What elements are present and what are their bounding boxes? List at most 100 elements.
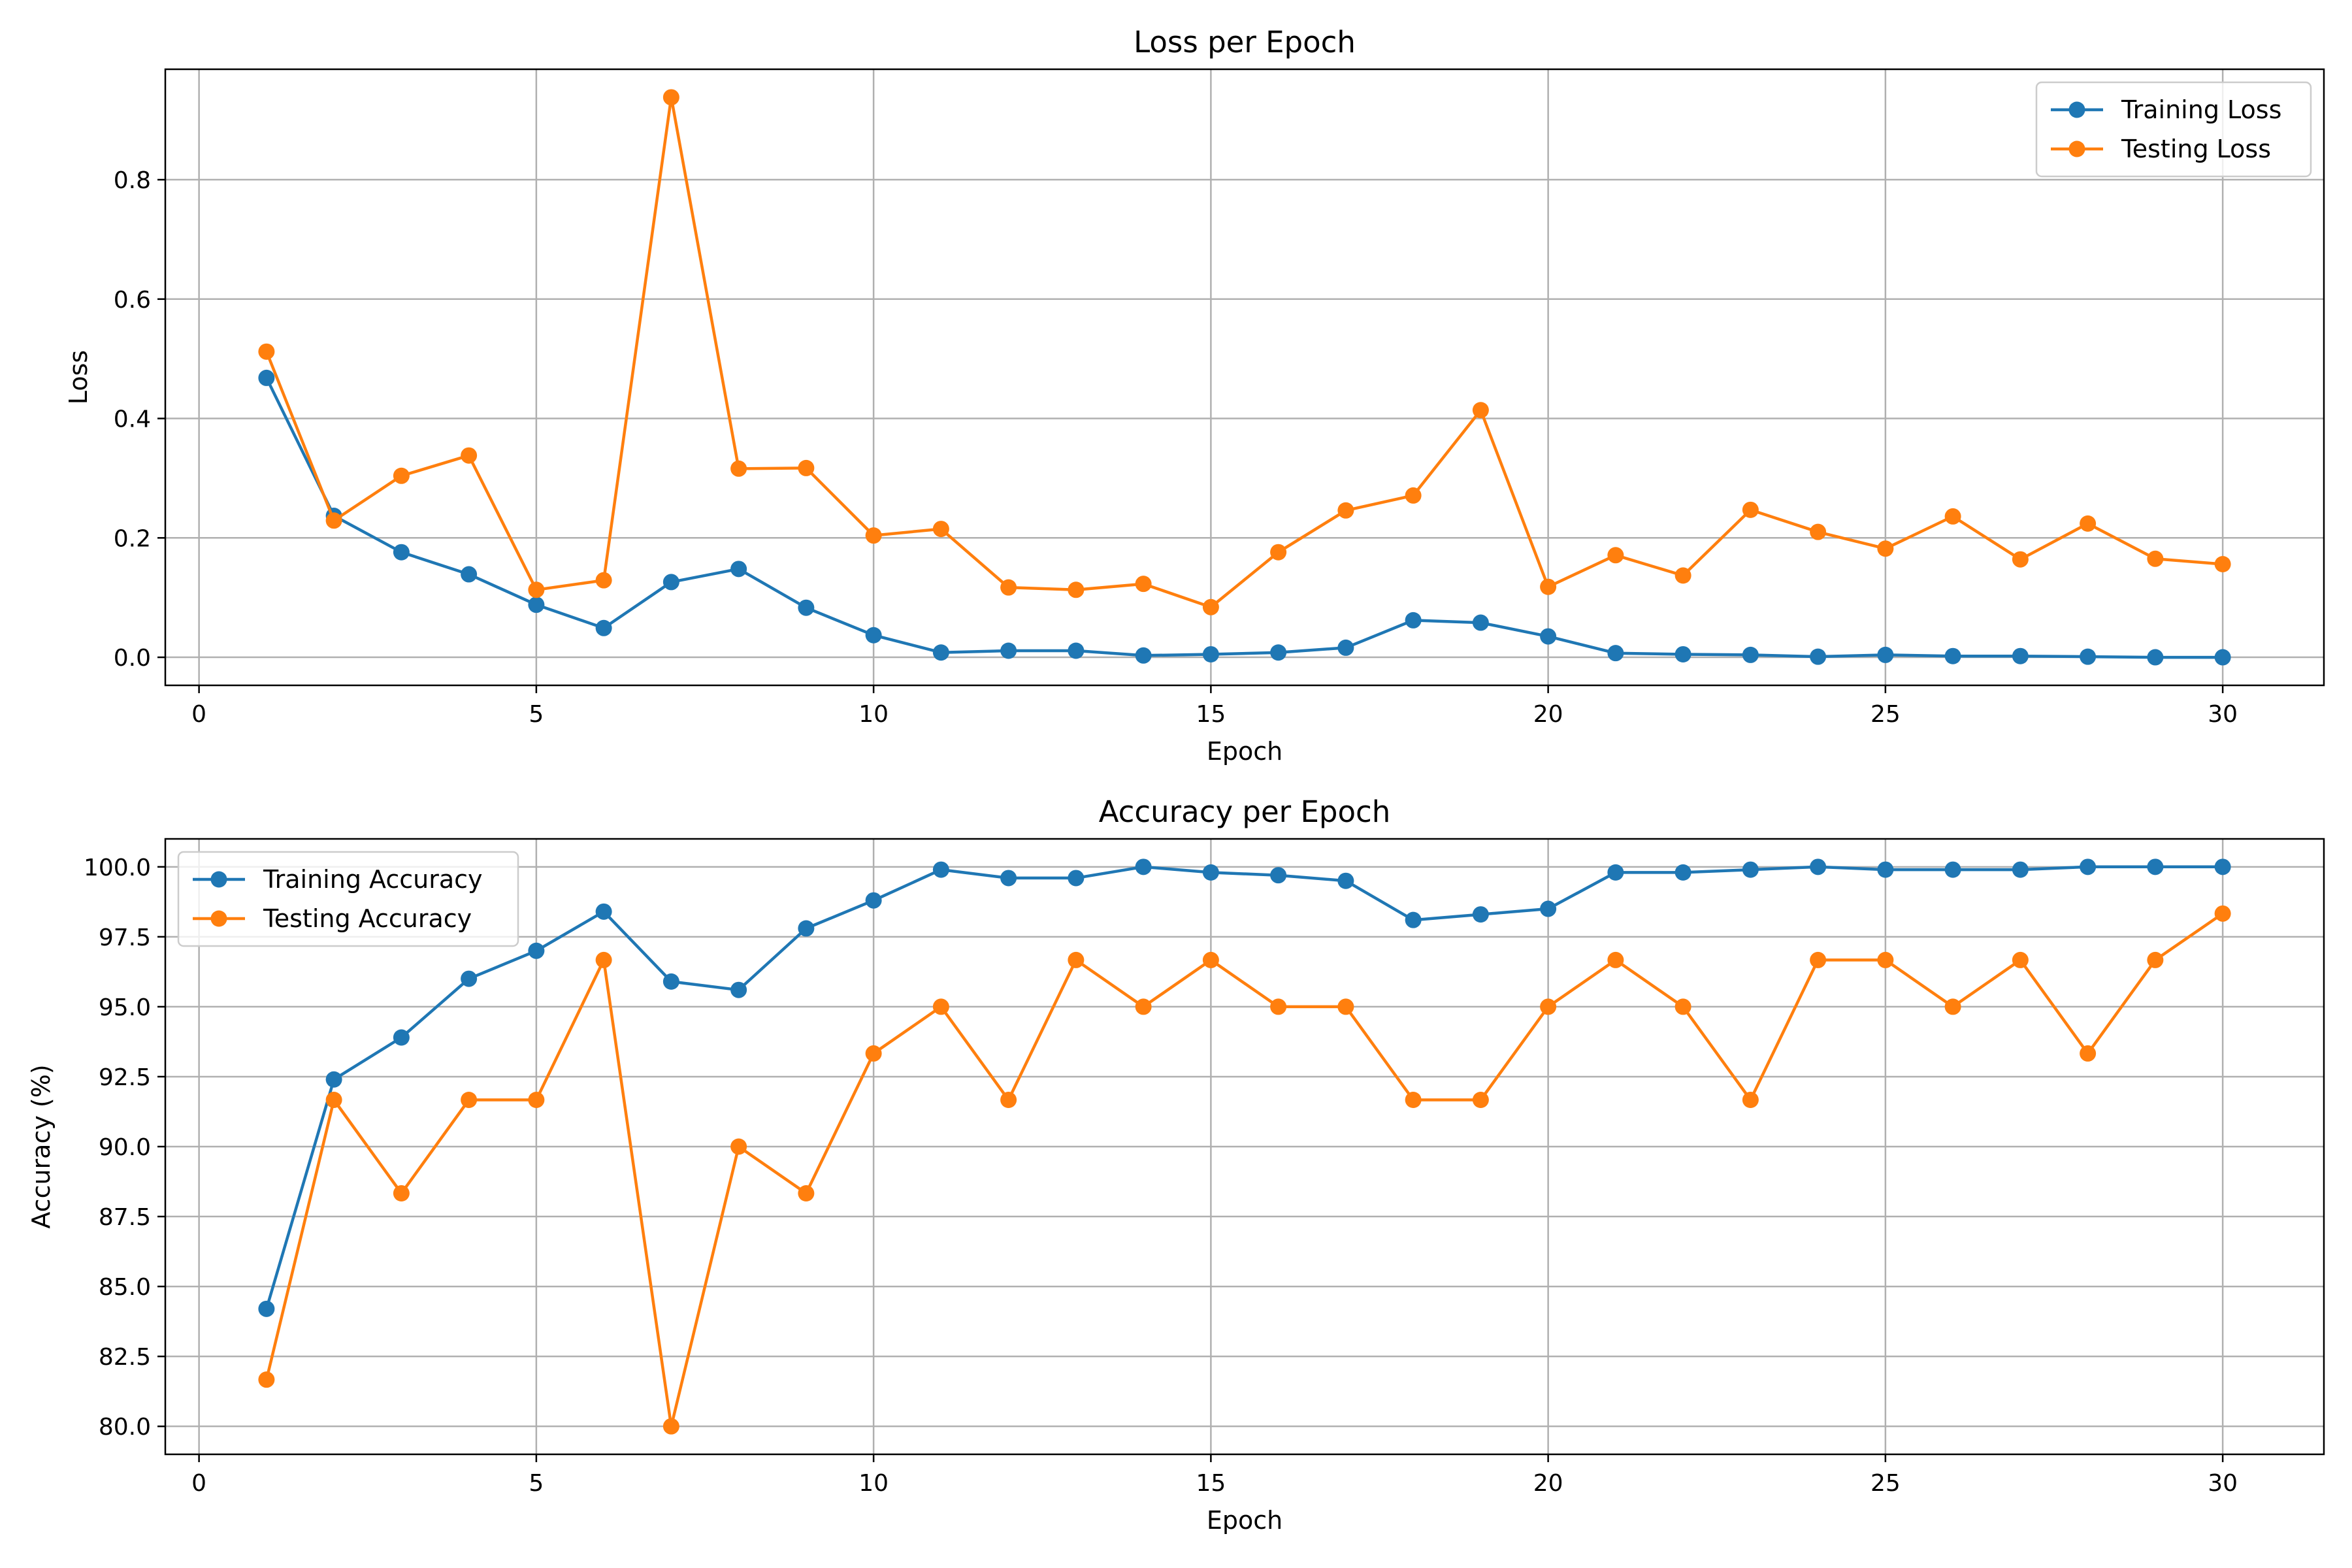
data-point xyxy=(461,970,478,987)
chart-1: 0 5 10 15 20 25 30 0.0 0.2 0.4 0.6 0.8 Loss per Epoc… xyxy=(64,25,2325,766)
series-line xyxy=(265,377,2223,659)
data-point xyxy=(1944,998,1961,1015)
data-point xyxy=(325,1091,342,1108)
legend-label: Training Accuracy xyxy=(263,865,483,894)
legend-box xyxy=(177,851,519,947)
data-point xyxy=(1944,647,1961,664)
x-axis-label: Epoch xyxy=(1207,737,1282,766)
chart-2: 0 5 10 15 20 25 30 80.0 82.5 85.0 87.5 90.0 92.5 95.0… xyxy=(27,794,2325,1535)
plot-frame xyxy=(164,68,2325,687)
data-point xyxy=(258,1371,275,1388)
data-point xyxy=(730,561,747,578)
data-point xyxy=(2214,905,2231,922)
data-point xyxy=(1068,581,1085,598)
data-point xyxy=(1877,646,1894,663)
x-tick-label: 20 xyxy=(1533,1470,1563,1497)
data-point xyxy=(1068,642,1085,659)
data-point xyxy=(798,920,815,937)
data-point xyxy=(1742,501,1759,518)
data-point xyxy=(1742,861,1759,878)
data-point xyxy=(1202,951,1219,968)
legend-item: Training Accuracy xyxy=(193,865,483,894)
y-tick-label: 80.0 xyxy=(99,1414,151,1441)
x-tick-label: 10 xyxy=(858,1470,889,1497)
series-training-loss xyxy=(258,369,2231,666)
chart-title: Accuracy per Epoch xyxy=(1099,794,1391,829)
x-tick-label: 15 xyxy=(1196,1470,1226,1497)
data-point xyxy=(865,1045,882,1062)
data-point xyxy=(595,903,612,920)
data-point xyxy=(1202,645,1219,662)
data-point xyxy=(2012,861,2029,878)
data-point xyxy=(2214,858,2231,875)
data-point xyxy=(1742,646,1759,663)
legend-box xyxy=(2035,81,2312,178)
legend: Training Accuracy Testing Accuracy xyxy=(177,851,519,947)
data-point xyxy=(1607,645,1624,662)
data-point xyxy=(1944,861,1961,878)
data-point xyxy=(1202,598,1219,615)
legend-label: Testing Accuracy xyxy=(263,904,472,933)
data-point xyxy=(2080,858,2097,875)
data-point xyxy=(1540,900,1557,917)
data-point xyxy=(1135,647,1152,664)
data-point xyxy=(662,1418,679,1435)
data-point xyxy=(1607,864,1624,881)
x-tick-label: 5 xyxy=(529,701,544,728)
legend-item: Testing Accuracy xyxy=(193,904,472,933)
x-tick-label: 5 xyxy=(529,1470,544,1497)
data-point xyxy=(1337,502,1354,519)
data-point xyxy=(932,644,949,661)
x-tick-label: 30 xyxy=(2208,701,2238,728)
data-point xyxy=(730,460,747,477)
y-tick-label: 97.5 xyxy=(99,924,151,951)
data-point xyxy=(1135,858,1152,875)
data-point xyxy=(2147,649,2164,666)
data-point xyxy=(2080,648,2097,665)
data-point xyxy=(1472,1091,1489,1108)
data-point xyxy=(798,459,815,476)
data-point xyxy=(461,447,478,464)
data-point xyxy=(1810,858,1827,875)
x-tick-label: 25 xyxy=(1870,701,1901,728)
data-point xyxy=(730,1138,747,1155)
data-point xyxy=(662,973,679,990)
data-point xyxy=(1472,906,1489,923)
x-tick-label: 10 xyxy=(858,701,889,728)
legend-label: Testing Loss xyxy=(2121,135,2271,163)
grid xyxy=(165,69,2324,685)
data-point xyxy=(393,544,410,561)
x-tick-label: 0 xyxy=(191,701,206,728)
data-point xyxy=(932,521,949,538)
data-point xyxy=(1607,951,1624,968)
data-point xyxy=(2012,951,2029,968)
data-point xyxy=(662,89,679,106)
series-testing-accuracy xyxy=(258,905,2231,1435)
data-point xyxy=(1068,951,1085,968)
data-point xyxy=(2147,550,2164,567)
data-point xyxy=(1270,544,1287,561)
data-point xyxy=(595,951,612,968)
data-point xyxy=(865,892,882,909)
data-point xyxy=(865,527,882,544)
data-point xyxy=(1135,576,1152,593)
y-tick-label: 85.0 xyxy=(99,1274,151,1301)
data-point xyxy=(1405,911,1422,928)
data-point xyxy=(932,998,949,1015)
data-point xyxy=(1540,578,1557,595)
y-axis-label: Loss xyxy=(64,350,93,404)
data-point xyxy=(528,942,545,959)
data-point xyxy=(798,1185,815,1202)
data-point xyxy=(461,566,478,583)
legend-swatch-marker xyxy=(2068,140,2085,157)
data-point xyxy=(2012,551,2029,568)
data-point xyxy=(1810,648,1827,665)
data-point xyxy=(1472,614,1489,631)
data-point xyxy=(1202,864,1219,881)
series-line xyxy=(265,865,2223,1309)
data-point xyxy=(1810,523,1827,540)
legend-item: Testing Loss xyxy=(2051,135,2271,163)
data-point xyxy=(595,572,612,589)
data-point xyxy=(1270,867,1287,884)
